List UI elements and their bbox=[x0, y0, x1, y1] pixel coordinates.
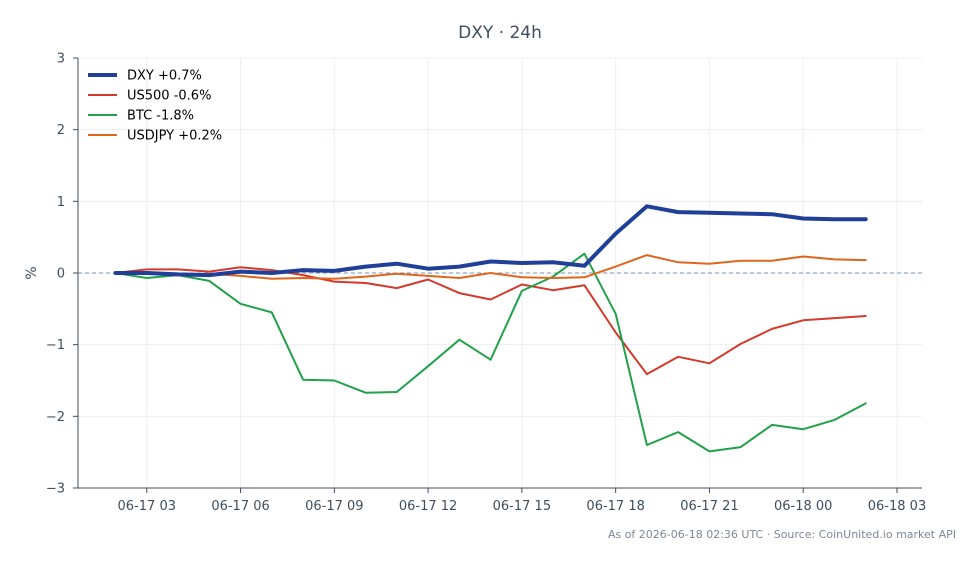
series-group bbox=[113, 204, 868, 453]
legend: DXY +0.7% US500 -0.6% BTC -1.8% USDJPY +0.2… bbox=[88, 69, 222, 144]
chart-title: DXY · 24h bbox=[458, 23, 542, 43]
legend-label: DXY +0.7% bbox=[127, 69, 202, 84]
y-tick-label: 0 bbox=[57, 267, 65, 282]
x-tick-label: 06-17 18 bbox=[586, 499, 644, 514]
legend-label: BTC -1.8% bbox=[127, 109, 194, 124]
y-axis-label: % bbox=[24, 266, 40, 279]
series-line-1 bbox=[113, 204, 868, 278]
x-tick-label: 06-17 09 bbox=[305, 499, 363, 514]
y-tick-label: 2 bbox=[57, 123, 65, 138]
y-tick-label: 3 bbox=[57, 52, 65, 67]
x-tick-label: 06-17 21 bbox=[680, 499, 738, 514]
legend-label: US500 -0.6% bbox=[127, 89, 211, 104]
series-line-2 bbox=[114, 266, 867, 376]
y-tick-label: −3 bbox=[46, 482, 65, 497]
legend-label: USDJPY +0.2% bbox=[127, 129, 222, 144]
x-tick-label: 06-17 06 bbox=[211, 499, 269, 514]
y-tick-label: −1 bbox=[46, 338, 65, 353]
x-tick-label: 06-17 03 bbox=[118, 499, 176, 514]
y-tick-labels: 3 2 1 0 −1 −2 −3 bbox=[46, 52, 65, 497]
series-line-4 bbox=[114, 254, 867, 280]
axes bbox=[73, 57, 922, 493]
y-tick-label: −2 bbox=[46, 410, 65, 425]
x-tick-label: 06-18 00 bbox=[774, 499, 832, 514]
footer-note: As of 2026-06-18 02:36 UTC · Source: Coi… bbox=[608, 528, 956, 541]
x-tick-label: 06-18 03 bbox=[868, 499, 926, 514]
x-tick-label: 06-17 12 bbox=[399, 499, 457, 514]
series-line-3 bbox=[114, 252, 867, 453]
x-tick-label: 06-17 15 bbox=[493, 499, 551, 514]
y-tick-label: 1 bbox=[57, 195, 65, 210]
x-tick-labels: 06-17 03 06-17 06 06-17 09 06-17 12 06-17 15… bbox=[118, 499, 927, 514]
